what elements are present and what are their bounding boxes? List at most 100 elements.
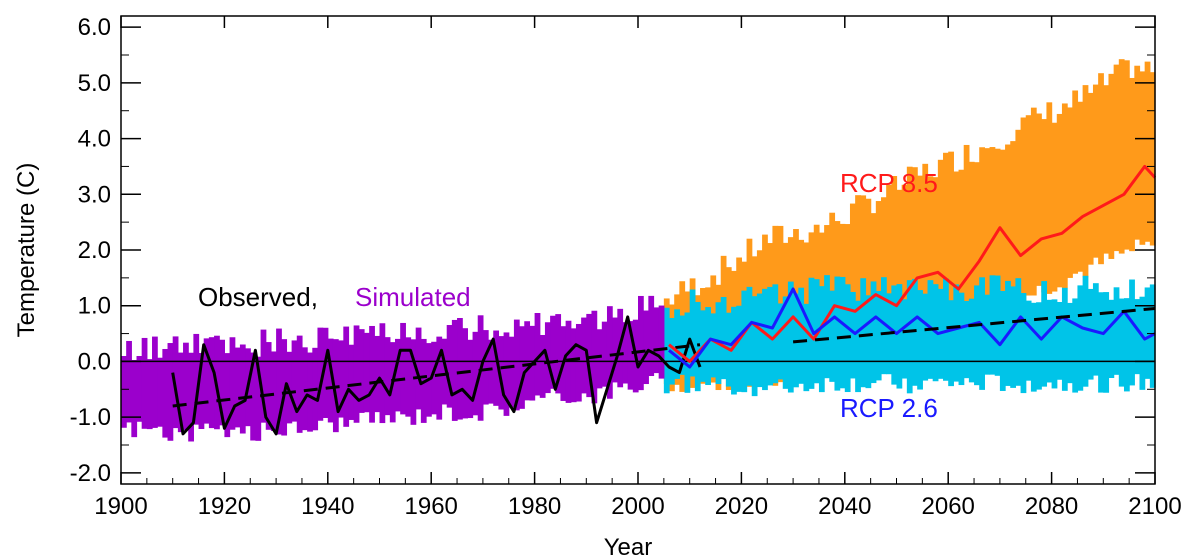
band-bar-rcp-8-5-2048	[886, 184, 892, 348]
y-axis-title: Temperature (C)	[13, 163, 40, 338]
band-bar-rcp-8-5-2096	[1134, 65, 1141, 240]
band-bar-simulated-1925	[250, 352, 257, 441]
series-layer	[121, 59, 1157, 442]
band-bar-rcp-2-6-2081	[1056, 302, 1063, 380]
annotation-rcp85: RCP 8.5	[840, 168, 938, 198]
band-bar-rcp-8-5-2051	[901, 184, 908, 345]
band-bar-simulated-1980	[534, 313, 541, 396]
band-bar-simulated-1995	[612, 317, 618, 383]
band-bar-simulated-2003	[653, 307, 660, 374]
band-bar-rcp-8-5-2068	[989, 147, 996, 316]
band-bar-simulated-1930	[276, 328, 282, 435]
band-bar-rcp-2-6-2093	[1118, 298, 1125, 387]
band-bar-simulated-1970	[482, 330, 489, 405]
band-bar-rcp-2-6-2046	[875, 290, 882, 381]
band-bar-simulated-1984	[555, 314, 562, 394]
band-bar-rcp-2-6-2041	[849, 291, 856, 379]
band-bar-rcp-2-6-2052	[906, 280, 913, 394]
band-bar-rcp-2-6-2073	[1015, 278, 1022, 386]
band-bar-rcp-2-6-2062	[958, 292, 965, 386]
band-bar-simulated-1942	[338, 340, 344, 418]
band-bar-simulated-1945	[353, 325, 360, 423]
band-bar-rcp-8-5-2063	[963, 144, 970, 321]
band-bar-simulated-1992	[596, 329, 603, 389]
band-bar-rcp-2-6-2028	[782, 296, 789, 389]
band-bar-rcp-8-5-2089	[1098, 73, 1104, 265]
band-bar-simulated-1987	[570, 328, 577, 403]
band-bar-rcp-8-5-2064	[968, 161, 975, 313]
x-axis-title: Year	[604, 534, 653, 560]
band-bar-simulated-1933	[291, 340, 298, 422]
band-bar-rcp-2-6-2029	[787, 281, 794, 393]
band-bar-rcp-8-5-2076	[1030, 107, 1037, 296]
band-bar-simulated-1935	[301, 347, 308, 431]
band-bar-simulated-1973	[498, 336, 505, 410]
band-bar-simulated-1919	[219, 339, 225, 426]
band-bar-rcp-8-5-2056	[927, 176, 934, 330]
band-bar-rcp-8-5-2081	[1056, 113, 1063, 288]
series-line-rcp-2-6-trend	[792, 307, 1156, 344]
band-bar-rcp-2-6-2090	[1103, 292, 1110, 393]
band-bar-simulated-1989	[581, 317, 587, 394]
band-bar-rcp-8-5-2075	[1025, 115, 1032, 296]
band-bar-simulated-1956	[410, 339, 417, 425]
band-bar-simulated-1915	[198, 352, 205, 430]
series-line-observed	[171, 315, 702, 436]
band-bar-simulated-1981	[539, 334, 546, 398]
band-bar-simulated-1939	[322, 327, 329, 418]
x-tick-label-1980: 1980	[508, 493, 561, 520]
band-bar-simulated-1927	[260, 329, 267, 423]
y-tick-label--1: -1.0	[70, 404, 111, 431]
band-bar-simulated-1922	[234, 347, 241, 428]
band-bar-simulated-1960	[431, 341, 437, 415]
band-bar-rcp-2-6-2027	[777, 303, 784, 380]
band-bar-rcp-2-6-2055	[922, 293, 929, 381]
band-bar-rcp-2-6-2065	[974, 285, 980, 386]
band-bar-rcp-2-6-2063	[963, 301, 970, 379]
band-bar-simulated-1950	[379, 323, 386, 424]
band-bar-rcp-2-6-2079	[1046, 299, 1053, 383]
band-bar-rcp-2-6-2061	[953, 284, 960, 382]
annotation-simulated: Simulated	[355, 282, 471, 312]
band-bar-rcp-2-6-2016	[720, 296, 727, 380]
band-bar-rcp-8-5-2067	[984, 148, 991, 321]
band-bar-rcp-8-5-2041	[849, 203, 856, 368]
x-tick-label-1920: 1920	[198, 493, 251, 520]
y-tick-label-2: 2.0	[78, 237, 111, 264]
band-bar-rcp-8-5-2058	[937, 159, 944, 329]
band-bar-rcp-2-6-2087	[1087, 288, 1094, 380]
band-bar-simulated-1993	[601, 321, 608, 387]
band-bar-rcp-2-6-2033	[808, 277, 815, 389]
band-bar-rcp-2-6-2020	[741, 290, 748, 393]
band-bar-simulated-1923	[239, 344, 246, 434]
band-bar-rcp-8-5-2073	[1015, 129, 1022, 300]
x-tick-label-2020: 2020	[715, 493, 768, 520]
band-bar-rcp-2-6-2036	[824, 275, 830, 379]
band-bar-rcp-8-5-2057	[932, 177, 939, 344]
band-bar-simulated-1920	[224, 353, 231, 438]
band-bar-rcp-2-6-2007	[674, 309, 680, 379]
x-tick-label-1940: 1940	[301, 493, 354, 520]
y-tick-label-0: 0.0	[78, 348, 111, 375]
band-bar-simulated-1968	[472, 331, 479, 416]
band-bar-rcp-2-6-2069	[994, 275, 1001, 376]
band-bar-rcp-8-5-2093	[1118, 59, 1125, 254]
band-bar-simulated-1911	[177, 352, 184, 433]
x-tick-label-2100: 2100	[1128, 493, 1181, 520]
band-bar-simulated-1957	[415, 327, 422, 410]
band-bar-rcp-8-5-2052	[906, 166, 913, 353]
band-bar-rcp-2-6-2075	[1025, 300, 1032, 381]
band-bar-rcp-2-6-2009	[684, 312, 691, 393]
band-bar-simulated-2001	[643, 310, 649, 385]
band-bar-rcp-2-6-2067	[984, 294, 991, 375]
band-bar-rcp-2-6-2091	[1108, 299, 1115, 379]
band-bar-rcp-2-6-2064	[968, 298, 975, 383]
band-bar-rcp-8-5-2061	[953, 171, 960, 333]
band-bar-simulated-1971	[488, 339, 494, 404]
band-bar-rcp-2-6-2097	[1139, 296, 1146, 390]
band-bar-simulated-1938	[317, 327, 324, 421]
band-bar-simulated-1907	[157, 357, 163, 427]
band-bar-rcp-2-6-2045	[870, 281, 877, 384]
band-bar-simulated-2004	[658, 305, 665, 379]
band-bar-rcp-8-5-2072	[1010, 141, 1017, 304]
